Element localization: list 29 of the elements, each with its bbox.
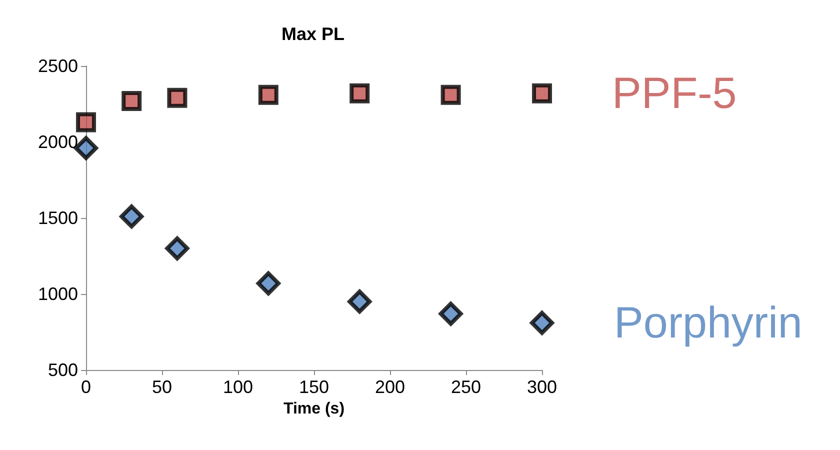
point bbox=[530, 310, 554, 335]
series-label: Porphyrin bbox=[614, 298, 802, 348]
x-tick-label: 150 bbox=[298, 377, 330, 397]
point bbox=[438, 302, 463, 326]
x-tick-label: 300 bbox=[526, 377, 558, 397]
y-tick-label: 2500 bbox=[38, 56, 78, 76]
y-tick-label: 2000 bbox=[38, 132, 78, 152]
x-tick-label: 50 bbox=[152, 377, 172, 397]
x-axis-title: Time (s) bbox=[283, 400, 345, 418]
point bbox=[440, 84, 461, 105]
chart-title: Max PL bbox=[281, 24, 345, 44]
point bbox=[532, 83, 552, 104]
point bbox=[167, 88, 188, 108]
series-label: PPF-5 bbox=[612, 68, 737, 118]
point bbox=[350, 83, 370, 104]
point bbox=[76, 112, 96, 132]
x-tick-label: 100 bbox=[222, 377, 254, 397]
x-tick-label: 250 bbox=[450, 377, 482, 397]
point bbox=[348, 290, 372, 314]
x-tick-label: 200 bbox=[374, 377, 406, 397]
point bbox=[165, 236, 190, 260]
y-tick-label: 1000 bbox=[38, 284, 78, 304]
point bbox=[120, 204, 144, 228]
y-tick-label: 500 bbox=[48, 360, 78, 380]
point bbox=[256, 271, 280, 296]
point bbox=[122, 90, 142, 111]
y-tick-label: 1500 bbox=[38, 208, 78, 228]
x-tick-label: 0 bbox=[80, 377, 92, 397]
point bbox=[258, 84, 278, 105]
